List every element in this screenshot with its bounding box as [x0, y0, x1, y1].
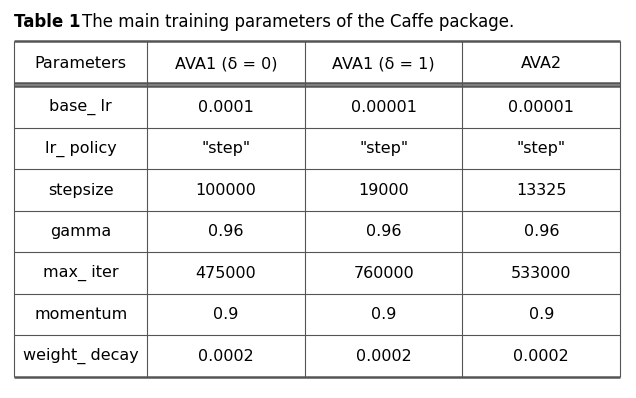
Text: 0.96: 0.96 [523, 224, 559, 239]
Text: 0.9: 0.9 [214, 307, 238, 322]
Text: "step": "step" [516, 141, 566, 156]
Text: Parameters: Parameters [35, 56, 127, 71]
Text: 0.00001: 0.00001 [350, 100, 417, 115]
Text: stepsize: stepsize [48, 183, 113, 198]
Text: 0.0001: 0.0001 [198, 100, 254, 115]
Text: 0.0002: 0.0002 [513, 349, 569, 364]
Text: Table 1: Table 1 [14, 13, 81, 31]
Text: "step": "step" [202, 141, 251, 156]
Text: 100000: 100000 [196, 183, 256, 198]
Text: 0.0002: 0.0002 [198, 349, 254, 364]
Text: 0.9: 0.9 [371, 307, 396, 322]
Text: lr_ policy: lr_ policy [45, 140, 116, 157]
Text: 19000: 19000 [358, 183, 409, 198]
Text: max_ iter: max_ iter [43, 265, 118, 281]
Text: 0.96: 0.96 [209, 224, 244, 239]
Text: 0.96: 0.96 [366, 224, 401, 239]
Text: "step": "step" [359, 141, 408, 156]
Text: 0.0002: 0.0002 [356, 349, 411, 364]
Text: AVA1 (δ = 0): AVA1 (δ = 0) [175, 56, 277, 71]
Text: The main training parameters of the Caffe package.: The main training parameters of the Caff… [81, 13, 514, 31]
Text: 13325: 13325 [516, 183, 567, 198]
Text: 533000: 533000 [511, 265, 572, 281]
Text: weight_ decay: weight_ decay [23, 348, 139, 364]
Text: gamma: gamma [50, 224, 111, 239]
Text: 760000: 760000 [354, 265, 414, 281]
Text: 0.00001: 0.00001 [508, 100, 574, 115]
Text: base_ lr: base_ lr [50, 99, 112, 115]
Text: 475000: 475000 [196, 265, 256, 281]
Text: AVA2: AVA2 [521, 56, 562, 71]
Text: AVA1 (δ = 1): AVA1 (δ = 1) [333, 56, 435, 71]
Text: 0.9: 0.9 [529, 307, 554, 322]
Text: momentum: momentum [34, 307, 127, 322]
